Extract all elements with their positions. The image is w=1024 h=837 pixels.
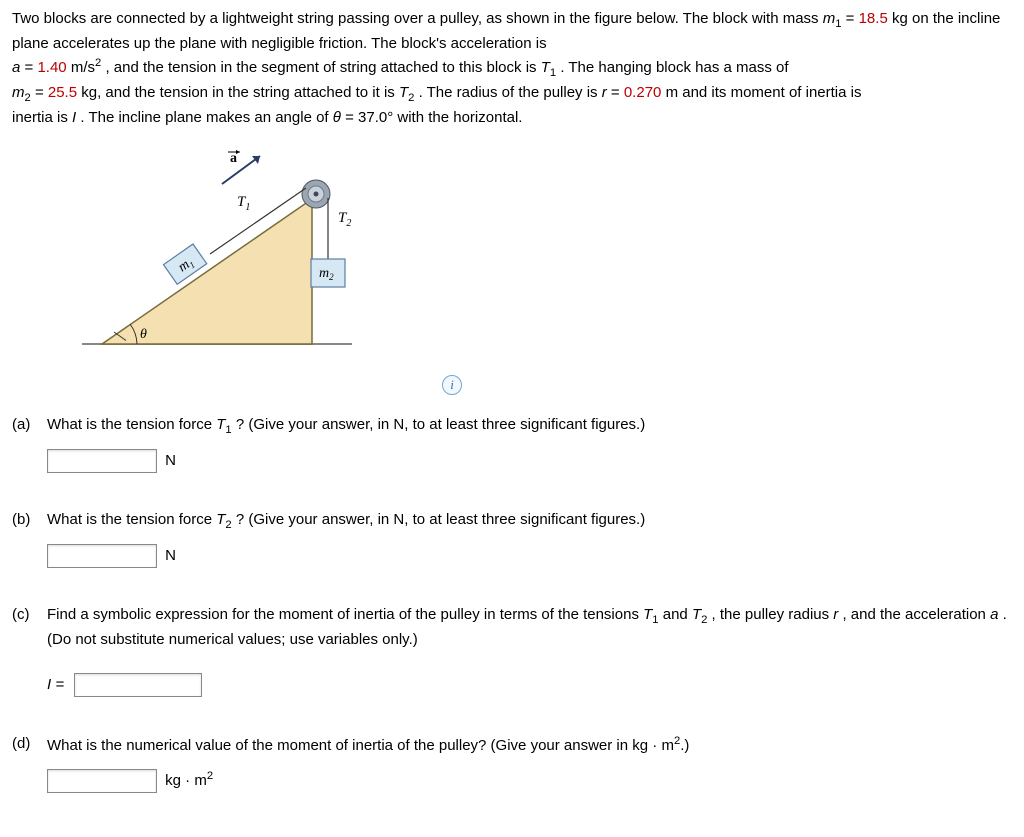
text: m and its moment of inertia is bbox=[666, 84, 862, 101]
sub: 1 bbox=[225, 424, 231, 436]
exp: 2 bbox=[207, 770, 213, 782]
question-text: , and the acceleration bbox=[842, 606, 990, 623]
sub: 2 bbox=[408, 92, 414, 104]
question-text: Find a symbolic expression for the momen… bbox=[47, 606, 643, 623]
sub: 2 bbox=[225, 519, 231, 531]
value-a: 1.40 bbox=[37, 59, 66, 76]
answer-input-a[interactable] bbox=[47, 449, 157, 473]
answer-input-d[interactable] bbox=[47, 769, 157, 793]
info-icon[interactable]: i bbox=[442, 375, 462, 395]
question-text: ? (Give your answer, in N, to at least t… bbox=[236, 511, 645, 528]
part-b-label: (b) bbox=[12, 509, 47, 532]
part-a-label: (a) bbox=[12, 414, 47, 437]
svg-text:a: a bbox=[230, 151, 237, 166]
question-text: .) bbox=[680, 737, 689, 754]
var-T1: T bbox=[643, 606, 652, 623]
text: Two blocks are connected by a lightweigh… bbox=[12, 10, 823, 27]
part-a: (a) What is the tension force T1 ? (Give… bbox=[12, 414, 1012, 473]
part-d-label: (d) bbox=[12, 733, 47, 756]
value-m1: 18.5 bbox=[859, 10, 888, 27]
var-T2: T bbox=[692, 606, 701, 623]
sub: 1 bbox=[550, 67, 556, 79]
text: . The incline plane makes an angle of bbox=[80, 109, 332, 126]
sub-1: 1 bbox=[835, 18, 841, 30]
text: , and the tension in the segment of stri… bbox=[105, 59, 540, 76]
question-text: ? (Give your answer, in N, to at least t… bbox=[236, 416, 645, 433]
unit-text: kg · m bbox=[165, 772, 207, 789]
eq: = bbox=[25, 59, 38, 76]
unit-N: N bbox=[165, 547, 176, 564]
value-m2: 25.5 bbox=[48, 84, 77, 101]
var-T1: T bbox=[541, 59, 550, 76]
text: . The hanging block has a mass of bbox=[560, 59, 788, 76]
sub: 1 bbox=[652, 614, 658, 626]
answer-input-c[interactable] bbox=[74, 673, 202, 697]
var-r: r bbox=[833, 606, 838, 623]
eq: = bbox=[345, 109, 358, 126]
value-r: 0.270 bbox=[624, 84, 662, 101]
var-m2: m bbox=[12, 84, 25, 101]
part-c: (c) Find a symbolic expression for the m… bbox=[12, 604, 1012, 697]
text: inertia is bbox=[12, 109, 72, 126]
sub: 2 bbox=[25, 92, 31, 104]
eq: = bbox=[35, 84, 48, 101]
question-text: What is the tension force bbox=[47, 416, 216, 433]
eq: = bbox=[846, 10, 859, 27]
exp: 2 bbox=[95, 57, 101, 69]
question-text: , the pulley radius bbox=[712, 606, 834, 623]
figure: θT1m1aT2m2 bbox=[82, 144, 1012, 364]
question-text: What is the numerical value of the momen… bbox=[47, 737, 674, 754]
I-equals: I = bbox=[47, 676, 64, 693]
text: with the horizontal. bbox=[397, 109, 522, 126]
eq: = bbox=[611, 84, 624, 101]
text: . The radius of the pulley is bbox=[419, 84, 602, 101]
var-r: r bbox=[602, 84, 607, 101]
sub: 2 bbox=[701, 614, 707, 626]
part-d: (d) What is the numerical value of the m… bbox=[12, 733, 1012, 793]
question-text: What is the tension force bbox=[47, 511, 216, 528]
var-theta: θ bbox=[333, 109, 341, 126]
var-a: a bbox=[990, 606, 998, 623]
part-b: (b) What is the tension force T2 ? (Give… bbox=[12, 509, 1012, 568]
unit: m/s bbox=[71, 59, 95, 76]
answer-input-b[interactable] bbox=[47, 544, 157, 568]
var-T2: T bbox=[399, 84, 408, 101]
var-a: a bbox=[12, 59, 20, 76]
var-I: I bbox=[72, 109, 76, 126]
unit-N: N bbox=[165, 452, 176, 469]
svg-text:θ: θ bbox=[140, 327, 147, 342]
problem-statement: Two blocks are connected by a lightweigh… bbox=[12, 8, 1012, 130]
question-text: and bbox=[663, 606, 692, 623]
svg-text:T1: T1 bbox=[237, 194, 250, 213]
value-theta: 37.0° bbox=[358, 109, 393, 126]
part-c-label: (c) bbox=[12, 604, 47, 627]
unit-kgm2: kg · m2 bbox=[165, 772, 213, 789]
svg-text:T2: T2 bbox=[338, 210, 351, 229]
text: kg, and the tension in the string attach… bbox=[81, 84, 399, 101]
var-m1: m bbox=[823, 10, 836, 27]
